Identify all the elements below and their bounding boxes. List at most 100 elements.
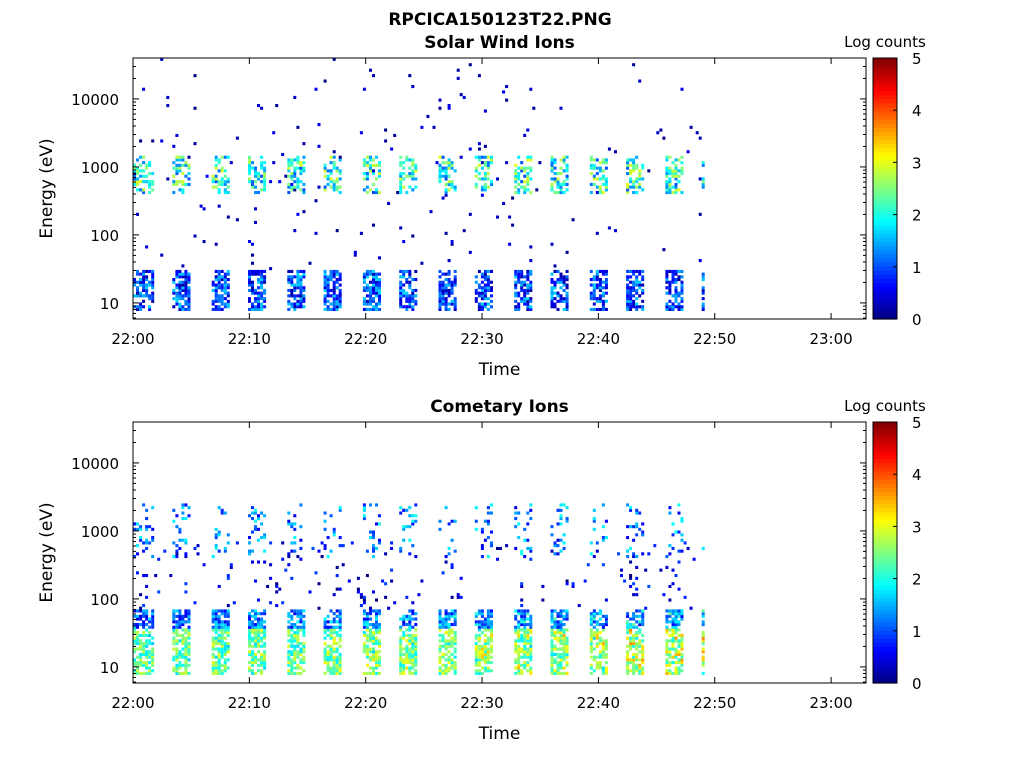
solar-wind-cell (689, 125, 693, 129)
cometary-cell (674, 669, 678, 673)
cometary-cell (517, 639, 521, 643)
cometary-cell (248, 633, 251, 637)
cometary-cell (293, 647, 297, 651)
cometary-cell (251, 628, 254, 632)
cometary-cell (151, 636, 155, 640)
solar-wind-cell (248, 283, 251, 287)
cometary-cell (145, 527, 149, 531)
cometary-cell (529, 666, 533, 670)
solar-wind-cell (299, 161, 303, 165)
cometary-cell (641, 533, 645, 537)
cometary-cell (175, 663, 179, 667)
solar-wind-cell (490, 269, 493, 273)
cometary-cell (365, 650, 369, 654)
cometary-cell (589, 655, 593, 659)
solar-wind-cell (338, 291, 342, 295)
cometary-cell (148, 669, 152, 673)
solar-wind-cell (248, 299, 251, 303)
cometary-cell (387, 606, 391, 610)
solar-wind-cell (444, 307, 448, 311)
solar-wind-cell (595, 177, 599, 181)
cometary-cell (595, 623, 599, 627)
solar-wind-cell (553, 286, 557, 290)
cometary-cell (335, 631, 339, 635)
solar-wind-cell (438, 291, 442, 295)
cometary-cell (447, 612, 451, 616)
cometary-cell (441, 633, 445, 637)
solar-wind-cell (641, 177, 645, 181)
cometary-cell (365, 647, 369, 651)
cometary-cell (480, 555, 484, 559)
solar-wind-cell (362, 286, 366, 290)
cometary-cell (217, 625, 221, 629)
cometary-cell (217, 661, 221, 665)
cometary-cell (172, 620, 176, 624)
solar-wind-cell (553, 166, 557, 170)
cometary-cell (290, 625, 294, 629)
cometary-cell (187, 614, 191, 618)
solar-wind-cell (287, 302, 291, 306)
solar-wind-cell (254, 191, 257, 195)
solar-wind-cell (187, 166, 191, 170)
solar-wind-cell (514, 174, 518, 178)
cometary-cell (526, 546, 530, 550)
cometary-cell (414, 636, 418, 640)
solar-wind-cell (378, 191, 381, 195)
cometary-cell (257, 617, 260, 621)
solar-wind-cell (408, 275, 412, 279)
solar-wind-cell (517, 280, 521, 284)
solar-wind-colorbar-step (873, 314, 897, 320)
cometary-cell (254, 579, 257, 583)
cometary-cell (151, 658, 155, 662)
cometary-cell (248, 652, 251, 656)
cometary-cell (414, 650, 418, 654)
cometary-cell (480, 644, 484, 648)
cometary-cell (302, 644, 306, 648)
cometary-cell (447, 658, 451, 662)
cometary-cell (335, 642, 339, 646)
cometary-cell (184, 541, 188, 545)
solar-wind-cell (184, 302, 188, 306)
solar-wind-cell (211, 288, 215, 292)
cometary-cell (257, 642, 260, 646)
solar-wind-cell (444, 193, 448, 197)
solar-wind-cell (641, 188, 645, 192)
solar-wind-cell (251, 242, 254, 246)
cometary-cell (254, 612, 257, 616)
cometary-cell (175, 650, 179, 654)
solar-wind-cell (529, 177, 533, 181)
cometary-cell (133, 661, 136, 665)
cometary-cell (369, 530, 372, 534)
solar-wind-cell (565, 174, 569, 178)
cometary-cell (514, 647, 518, 651)
solar-wind-cell (263, 185, 267, 189)
cometary-cell (680, 538, 684, 542)
cometary-cell (414, 655, 418, 659)
cometary-cell (668, 506, 672, 510)
cometary-cell (369, 639, 372, 643)
solar-wind-cell (562, 307, 566, 311)
cometary-cell (441, 669, 445, 673)
solar-wind-colorbar-step (873, 98, 897, 104)
cometary-cell (517, 511, 521, 515)
cometary-cell (474, 506, 478, 510)
cometary-cell (447, 669, 451, 673)
cometary-cell (592, 527, 596, 531)
solar-wind-cell (444, 161, 448, 165)
solar-wind-cell (151, 275, 155, 279)
cometary-cell (260, 536, 264, 540)
solar-wind-cell (441, 288, 445, 292)
cometary-colorbar-step (873, 540, 897, 545)
cometary-cell (671, 647, 675, 651)
cometary-cell (447, 614, 451, 618)
solar-wind-cell (251, 185, 254, 189)
solar-wind-cell (263, 299, 267, 303)
solar-wind-cell (299, 166, 303, 170)
solar-wind-cell (671, 174, 675, 178)
cometary-cell (296, 625, 300, 629)
cometary-cell (514, 631, 518, 635)
solar-wind-cell (290, 185, 294, 189)
cometary-cell (329, 666, 333, 670)
solar-wind-cell (565, 291, 569, 295)
cometary-cell (211, 652, 215, 656)
